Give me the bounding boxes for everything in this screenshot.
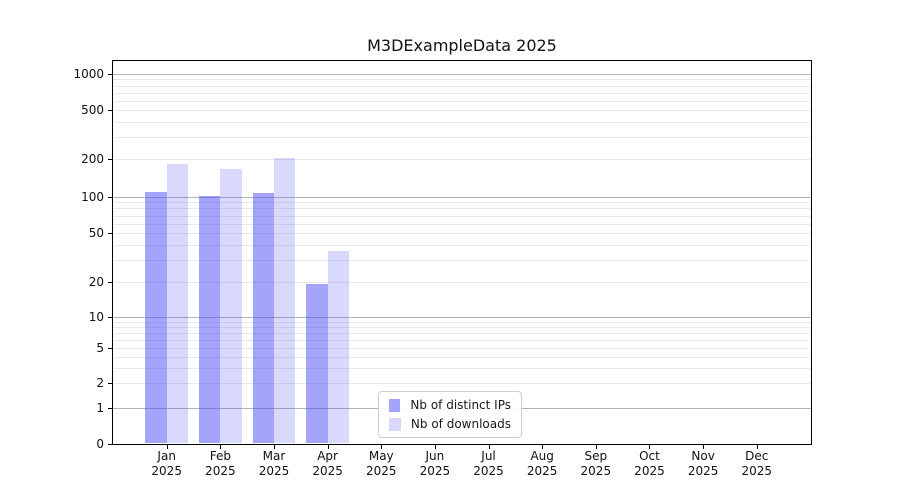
- x-tick-mark: [327, 445, 329, 449]
- x-tick-label-jul: Jul 2025: [473, 449, 504, 478]
- y-tick-mark: [108, 196, 112, 198]
- x-tick-label-sep: Sep 2025: [580, 449, 612, 478]
- y-gridline-6: [113, 339, 811, 341]
- y-tick-mark: [108, 348, 112, 350]
- y-gridline-600: [113, 100, 811, 102]
- y-gridline-9: [113, 321, 811, 323]
- bar-downloads-feb: [220, 169, 242, 443]
- x-tick-label-aug: Aug 2025: [526, 449, 558, 478]
- axis-spine: [112, 444, 812, 446]
- y-tick-label-200: 200: [81, 152, 104, 167]
- bar-ips-mar: [252, 192, 274, 443]
- plot-area: [113, 61, 811, 444]
- legend-label-distinct-ips: Nb of distinct IPs: [410, 398, 511, 412]
- y-tick-mark: [108, 74, 112, 75]
- y-gridline-20: [113, 281, 811, 283]
- y-gridline-900: [113, 79, 811, 81]
- x-tick-mark: [649, 445, 651, 449]
- x-tick-label-mar: Mar 2025: [258, 449, 290, 478]
- x-tick-mark: [488, 445, 490, 449]
- bar-downloads-jan: [166, 164, 189, 443]
- x-tick-mark: [273, 445, 275, 449]
- y-tick-mark: [108, 281, 112, 283]
- y-gridline-200: [113, 159, 811, 161]
- y-tick-mark: [108, 110, 112, 111]
- axis-spine: [112, 60, 812, 62]
- x-tick-mark: [434, 445, 436, 449]
- y-tick-mark: [108, 408, 112, 410]
- y-gridline-300: [113, 137, 811, 139]
- y-tick-mark: [108, 233, 112, 235]
- y-gridline-70: [113, 215, 811, 217]
- y-gridline-4: [113, 356, 811, 358]
- y-gridline-5: [113, 348, 811, 350]
- y-gridline-500: [113, 110, 811, 111]
- y-tick-label-500: 500: [81, 103, 104, 117]
- y-tick-label-100: 100: [81, 189, 104, 204]
- x-tick-label-may: May 2025: [365, 449, 397, 478]
- y-gridline-60: [113, 223, 811, 225]
- legend-item-downloads: Nb of downloads: [389, 417, 511, 431]
- x-tick-mark: [595, 445, 597, 449]
- y-tick-mark: [108, 444, 112, 445]
- bar-ips-feb: [198, 196, 221, 443]
- y-tick-label-1: 1: [96, 401, 104, 416]
- bar-downloads-mar: [273, 157, 296, 443]
- legend-swatch-distinct-ips: [389, 398, 401, 412]
- y-gridline-90: [113, 202, 811, 204]
- y-gridline-7: [113, 332, 811, 334]
- y-gridline-8: [113, 326, 811, 328]
- y-tick-mark: [108, 316, 112, 318]
- legend-label-downloads: Nb of downloads: [410, 417, 511, 431]
- y-gridline-40: [113, 245, 811, 247]
- y-gridline-3: [113, 367, 811, 369]
- legend-swatch-downloads: [389, 417, 401, 431]
- y-gridline-80: [113, 208, 811, 210]
- y-gridline-800: [113, 85, 811, 87]
- legend-item-distinct-ips: Nb of distinct IPs: [389, 398, 511, 412]
- legend: Nb of distinct IPs Nb of downloads: [378, 391, 522, 438]
- y-gridline-50: [113, 233, 811, 235]
- y-gridline-30: [113, 260, 811, 262]
- x-tick-mark: [220, 445, 222, 449]
- y-tick-label-2: 2: [96, 376, 104, 391]
- bar-ips-apr: [306, 284, 328, 443]
- y-gridline-10: [113, 316, 811, 318]
- y-tick-label-20: 20: [88, 274, 104, 289]
- y-tick-label-0: 0: [96, 437, 104, 451]
- x-tick-label-jan: Jan 2025: [151, 449, 182, 478]
- x-tick-mark: [703, 445, 705, 449]
- y-tick-label-1000: 1000: [73, 67, 104, 81]
- x-tick-mark: [166, 445, 168, 449]
- x-tick-label-feb: Feb 2025: [205, 449, 236, 478]
- y-tick-label-50: 50: [88, 226, 104, 241]
- y-gridline-100: [113, 196, 811, 198]
- chart-title: M3DExampleData 2025: [367, 36, 557, 55]
- y-tick-label-10: 10: [88, 309, 104, 324]
- x-tick-label-jun: Jun 2025: [419, 449, 451, 478]
- axis-spine: [811, 60, 813, 445]
- x-tick-mark: [542, 445, 544, 449]
- y-gridline-1000: [113, 74, 811, 75]
- y-tick-mark: [108, 383, 112, 385]
- axis-spine: [112, 60, 114, 445]
- y-tick-label-5: 5: [96, 341, 104, 356]
- x-tick-label-apr: Apr 2025: [312, 449, 343, 478]
- y-tick-mark: [108, 159, 112, 161]
- y-gridline-700: [113, 92, 811, 94]
- x-tick-label-oct: Oct 2025: [634, 449, 665, 478]
- x-tick-mark: [381, 445, 383, 449]
- y-gridline-400: [113, 122, 811, 123]
- x-tick-label-nov: Nov 2025: [687, 449, 719, 478]
- x-tick-mark: [756, 445, 758, 449]
- x-tick-label-dec: Dec 2025: [741, 449, 773, 478]
- bar-downloads-apr: [327, 250, 349, 443]
- y-gridline-2: [113, 383, 811, 385]
- bar-ips-jan: [145, 191, 167, 443]
